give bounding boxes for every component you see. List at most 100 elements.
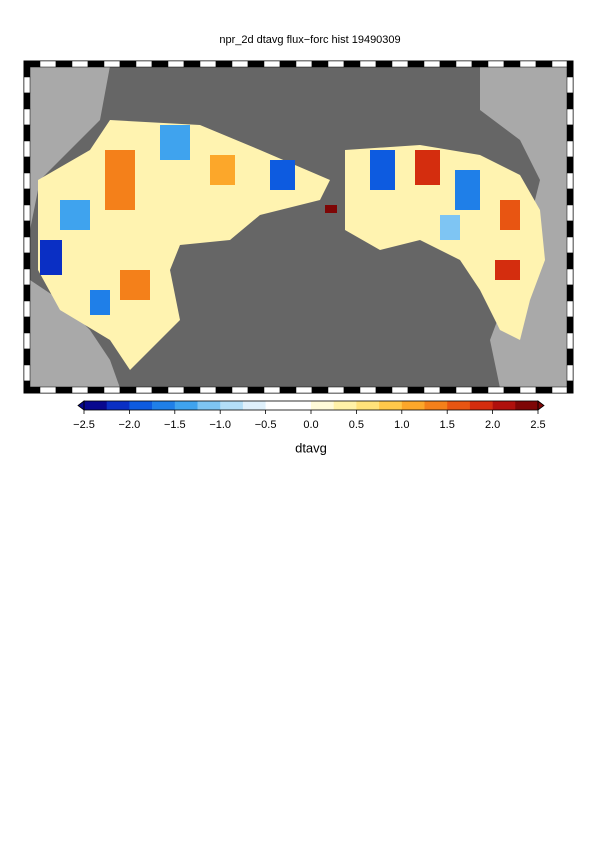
frame-tick: [566, 188, 574, 206]
frame-tick: [23, 252, 31, 270]
frame-tick: [295, 386, 313, 394]
colorbar-tick-label: −2.5: [73, 419, 95, 431]
land: [30, 66, 110, 230]
frame-tick: [23, 316, 31, 334]
frame-tick: [471, 386, 489, 394]
frame-tick: [263, 60, 281, 68]
frame-tick: [551, 60, 569, 68]
colorbar-segment: [106, 401, 130, 410]
frame-tick: [375, 60, 393, 68]
frame-tick: [23, 236, 31, 254]
map-title: npr_2d dtavg flux−forc hist 19490309: [219, 34, 400, 46]
frame-tick: [551, 386, 569, 394]
frame-tick: [439, 386, 457, 394]
colorbar-segment: [84, 401, 107, 410]
colorbar-segment: [515, 401, 539, 410]
colorbar-segment: [197, 401, 221, 410]
frame-tick: [247, 60, 265, 68]
colorbar-tick-label: −1.0: [209, 419, 231, 431]
frame-tick: [167, 60, 185, 68]
frame-tick: [23, 348, 31, 366]
frame-tick: [566, 140, 574, 158]
frame-tick: [279, 60, 297, 68]
colorbar-segment: [492, 401, 516, 410]
frame-tick: [566, 172, 574, 190]
frame-tick: [23, 380, 31, 394]
frame-tick: [135, 386, 153, 394]
frame-tick: [23, 300, 31, 318]
colorbar-segment: [242, 401, 266, 410]
frame-tick: [519, 386, 537, 394]
colorbar-segment: [469, 401, 493, 410]
frame-tick: [23, 268, 31, 286]
data-field: [345, 145, 545, 340]
frame-tick: [23, 188, 31, 206]
colorbar-segment: [152, 401, 176, 410]
frame-tick: [39, 60, 57, 68]
frame-tick: [103, 60, 121, 68]
frame-tick: [327, 60, 345, 68]
frame-tick: [566, 76, 574, 94]
frame-tick: [23, 172, 31, 190]
frame-tick: [23, 204, 31, 222]
frame-tick: [503, 386, 521, 394]
frame-tick: [215, 386, 233, 394]
frame-tick: [439, 60, 457, 68]
frame-tick: [55, 386, 73, 394]
land: [480, 66, 568, 388]
frame-tick: [407, 386, 425, 394]
frame-tick: [566, 284, 574, 302]
colorbar-segment: [220, 401, 244, 410]
frame-tick: [295, 60, 313, 68]
frame-tick: [231, 60, 249, 68]
frame-tick: [566, 316, 574, 334]
colorbar-segment: [174, 401, 198, 410]
map: [23, 60, 574, 394]
frame-tick: [487, 60, 505, 68]
frame-tick: [71, 60, 89, 68]
frame-tick: [535, 60, 553, 68]
frame-tick: [566, 124, 574, 142]
frame-tick: [23, 108, 31, 126]
frame-tick: [151, 60, 169, 68]
frame-tick: [423, 60, 441, 68]
colorbar-tick-label: 0.0: [303, 419, 318, 431]
frame-tick: [359, 386, 377, 394]
frame-tick: [566, 220, 574, 238]
frame-tick: [471, 60, 489, 68]
map-frame: [23, 60, 574, 394]
frame-tick: [23, 364, 31, 382]
frame-tick: [566, 364, 574, 382]
frame-tick: [519, 60, 537, 68]
frame-tick: [87, 60, 105, 68]
frame-tick: [183, 60, 201, 68]
colorbar: −2.5 −2.0 −1.5 −1.0 −0.5 0.0 0.5 1.0 1.5 2.0 2.5: [73, 400, 546, 431]
frame-tick: [566, 108, 574, 126]
colorbar-tick-label: 1.5: [440, 419, 455, 431]
frame-tick: [503, 60, 521, 68]
frame-tick: [311, 60, 329, 68]
frame-tick: [215, 60, 233, 68]
colorbar-tick-label: −0.5: [255, 419, 277, 431]
frame-tick: [23, 60, 31, 78]
frame-tick: [23, 140, 31, 158]
frame-tick: [231, 386, 249, 394]
colorbar-tick-label: 0.5: [349, 419, 364, 431]
frame-tick: [183, 386, 201, 394]
colorbar-tick-label: −1.5: [164, 419, 186, 431]
frame-tick: [39, 386, 57, 394]
colorbar-segment: [401, 401, 425, 410]
frame-tick: [566, 204, 574, 222]
frame-tick: [566, 268, 574, 286]
frame-tick: [566, 92, 574, 110]
frame-tick: [119, 60, 137, 68]
frame-tick: [71, 386, 89, 394]
frame-tick: [23, 92, 31, 110]
frame-tick: [247, 386, 265, 394]
frame-tick: [375, 386, 393, 394]
frame-tick: [423, 386, 441, 394]
frame-tick: [55, 60, 73, 68]
colorbar-segment: [379, 401, 403, 410]
frame-tick: [407, 60, 425, 68]
